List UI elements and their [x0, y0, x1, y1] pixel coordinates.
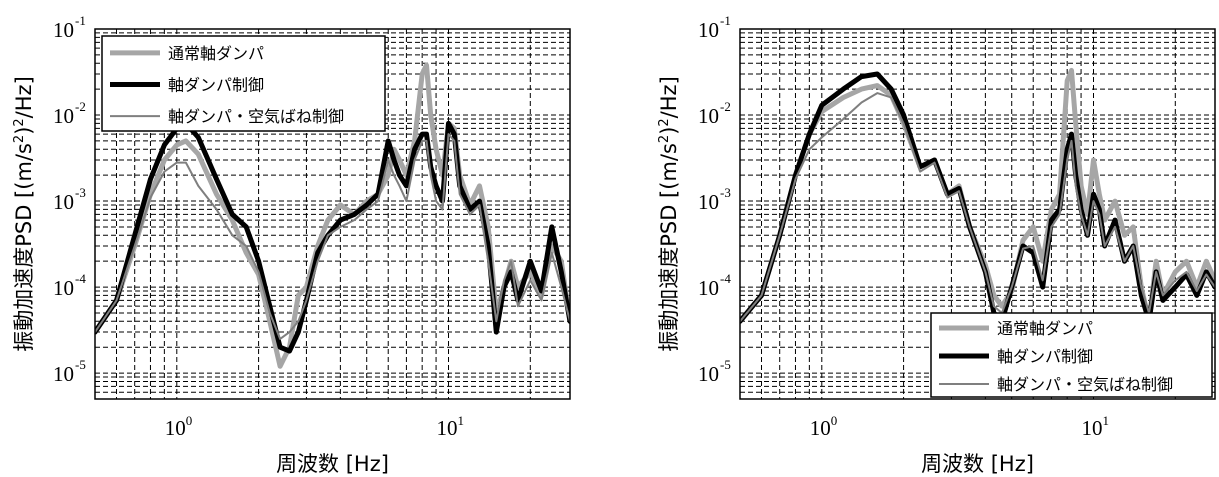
y-axis-label-part: 振動加速度PSD [(m/s	[657, 143, 681, 352]
y-axis-label-part: 2	[12, 135, 27, 143]
x-tick-base: 10	[437, 416, 458, 440]
x-tick-base: 10	[810, 416, 831, 440]
y-axis-label-part: )	[12, 127, 36, 135]
series-line-3	[740, 92, 1215, 323]
x-tick-label: 10 1	[1082, 413, 1110, 440]
x-tick-base: 10	[1082, 416, 1103, 440]
x-axis-label: 周波数 [Hz]	[276, 452, 389, 476]
y-tick-base: 10	[698, 104, 719, 128]
y-tick-label: 10 -1	[53, 13, 86, 42]
y-tick-label: 10 -4	[53, 271, 86, 300]
x-axis-label: 周波数 [Hz]	[921, 452, 1034, 476]
legend-label-3: 軸ダンパ・空気ばね制御	[997, 375, 1173, 394]
series-line-2	[740, 71, 1215, 324]
legend-label-3: 軸ダンパ・空気ばね制御	[168, 107, 344, 126]
y-axis-label-part: 2	[12, 118, 27, 126]
y-tick-label: 10 -2	[698, 99, 731, 128]
y-tick-exp: -2	[720, 99, 731, 114]
x-tick-exp: 1	[1103, 413, 1110, 428]
y-tick-exp: -1	[75, 13, 86, 28]
series-line-1	[740, 67, 1215, 324]
y-axis-label: 振動加速度PSD [(m/s2)2/Hz]	[657, 76, 681, 352]
y-axis-label: 振動加速度PSD [(m/s2)2/Hz]	[12, 76, 36, 352]
x-tick-base: 10	[165, 416, 186, 440]
series-group	[95, 62, 570, 369]
y-tick-label: 10 -1	[698, 13, 731, 42]
y-tick-exp: -1	[720, 13, 731, 28]
legend-label-2: 軸ダンパ制御	[997, 347, 1093, 366]
y-tick-label: 10 -5	[53, 357, 86, 386]
y-tick-base: 10	[698, 362, 719, 386]
series-line-1	[95, 62, 570, 369]
legend-label-1: 通常軸ダンパ	[997, 319, 1093, 338]
y-axis-label-part: 2	[657, 118, 672, 126]
x-tick-exp: 1	[458, 413, 465, 428]
y-tick-label: 10 -3	[698, 185, 731, 214]
y-tick-exp: -3	[75, 185, 86, 200]
y-tick-label: 10 -3	[53, 185, 86, 214]
y-tick-base: 10	[698, 18, 719, 42]
y-tick-exp: -4	[720, 271, 731, 286]
legend-label-2: 軸ダンパ制御	[168, 76, 264, 95]
y-tick-exp: -2	[75, 99, 86, 114]
x-tick-label: 10 1	[437, 413, 465, 440]
y-tick-exp: -5	[720, 357, 731, 372]
y-tick-exp: -5	[75, 357, 86, 372]
legend-label-1: 通常軸ダンパ	[168, 44, 264, 63]
y-axis-label-part: )	[657, 127, 681, 135]
y-axis-label-part: /Hz]	[657, 76, 681, 118]
y-tick-label: 10 -5	[698, 357, 731, 386]
y-tick-exp: -4	[75, 271, 86, 286]
plot-frame	[94, 28, 571, 400]
y-tick-base: 10	[53, 362, 74, 386]
x-tick-exp: 0	[186, 413, 193, 428]
series-line-2	[95, 120, 570, 354]
y-tick-exp: -3	[720, 185, 731, 200]
y-axis-label-part: 2	[657, 135, 672, 143]
y-axis-label-part: /Hz]	[12, 76, 36, 118]
series-line-3	[95, 133, 570, 340]
x-tick-label: 10 0	[810, 413, 838, 440]
x-tick-exp: 0	[831, 413, 838, 428]
y-tick-base: 10	[53, 190, 74, 214]
y-tick-label: 10 -2	[53, 99, 86, 128]
y-axis-label-part: 振動加速度PSD [(m/s	[12, 143, 36, 352]
y-tick-label: 10 -4	[698, 271, 731, 300]
y-tick-base: 10	[53, 276, 74, 300]
y-tick-base: 10	[53, 104, 74, 128]
y-tick-base: 10	[53, 18, 74, 42]
plot-frame	[739, 28, 1216, 400]
y-tick-base: 10	[698, 190, 719, 214]
x-tick-label: 10 0	[165, 413, 193, 440]
series-group	[740, 67, 1215, 324]
y-tick-base: 10	[698, 276, 719, 300]
